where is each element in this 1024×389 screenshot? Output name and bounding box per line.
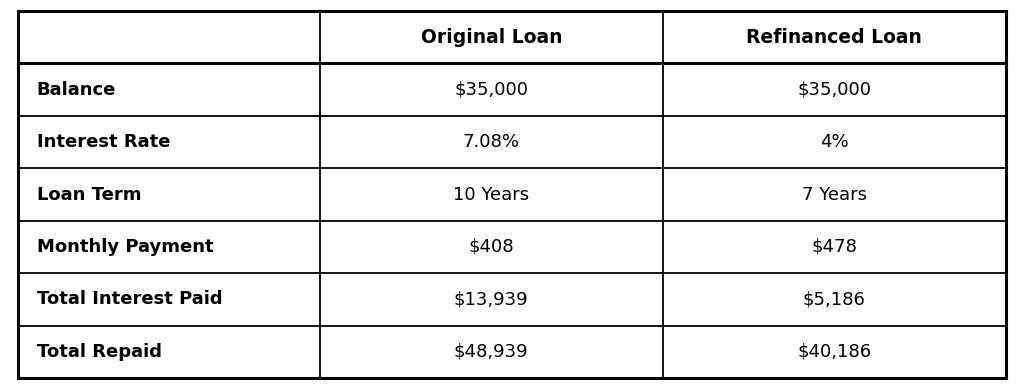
Text: $35,000: $35,000 (798, 81, 871, 98)
Text: Balance: Balance (37, 81, 117, 98)
Text: 4%: 4% (820, 133, 849, 151)
Text: Monthly Payment: Monthly Payment (37, 238, 213, 256)
Text: $408: $408 (468, 238, 514, 256)
Text: $478: $478 (811, 238, 857, 256)
Text: $35,000: $35,000 (455, 81, 528, 98)
Text: Interest Rate: Interest Rate (37, 133, 170, 151)
Text: 7.08%: 7.08% (463, 133, 520, 151)
Text: Loan Term: Loan Term (37, 186, 141, 203)
Text: Refinanced Loan: Refinanced Loan (746, 28, 923, 47)
Text: $5,186: $5,186 (803, 291, 865, 308)
Text: Total Repaid: Total Repaid (37, 343, 162, 361)
Text: 10 Years: 10 Years (454, 186, 529, 203)
Text: Original Loan: Original Loan (421, 28, 562, 47)
Text: $48,939: $48,939 (454, 343, 528, 361)
Text: 7 Years: 7 Years (802, 186, 866, 203)
Text: Total Interest Paid: Total Interest Paid (37, 291, 222, 308)
Text: $40,186: $40,186 (798, 343, 871, 361)
Text: $13,939: $13,939 (454, 291, 528, 308)
